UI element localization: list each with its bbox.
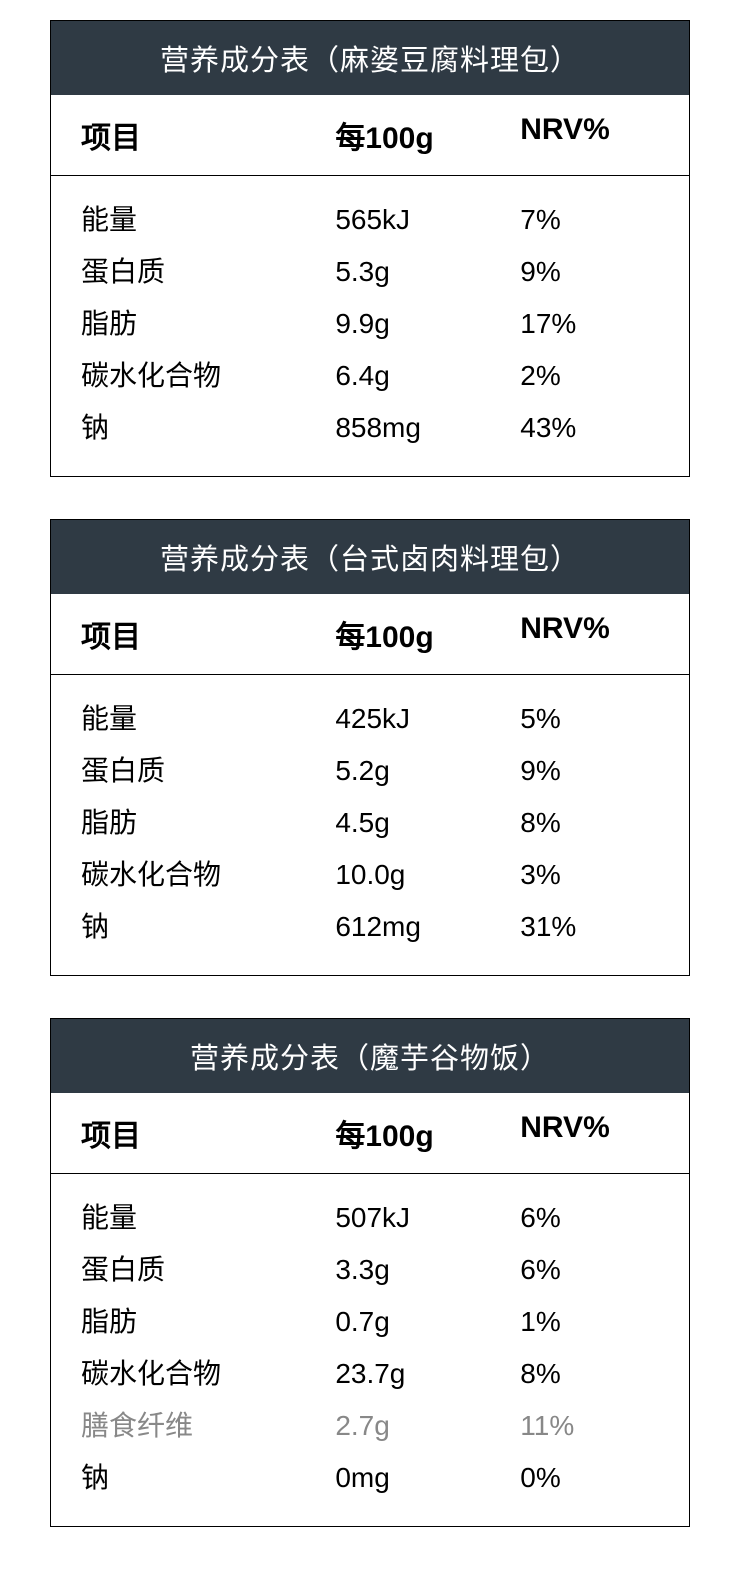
nutrient-label: 脂肪 [81, 1301, 335, 1343]
table-row: 钠0mg0% [81, 1452, 659, 1504]
nutrient-label: 碳水化合物 [81, 854, 335, 896]
nutrient-value: 858mg [335, 407, 520, 449]
table-row: 能量425kJ5% [81, 693, 659, 745]
table-body: 能量565kJ7%蛋白质5.3g9%脂肪9.9g17%碳水化合物6.4g2%钠8… [51, 176, 689, 476]
table-row: 钠858mg43% [81, 402, 659, 454]
table-body: 能量425kJ5%蛋白质5.2g9%脂肪4.5g8%碳水化合物10.0g3%钠6… [51, 675, 689, 975]
table-row: 脂肪4.5g8% [81, 797, 659, 849]
table-header-cell: 每100g [335, 113, 520, 157]
nutrient-label: 脂肪 [81, 303, 335, 345]
nutrient-nrv: 2% [520, 355, 659, 397]
nutrient-nrv: 3% [520, 854, 659, 896]
nutrient-nrv: 6% [520, 1249, 659, 1291]
nutrient-nrv: 1% [520, 1301, 659, 1343]
table-row: 钠612mg31% [81, 901, 659, 953]
table-header-cell: NRV% [520, 113, 659, 157]
nutrition-tables-container: 营养成分表（麻婆豆腐料理包）项目每100gNRV%能量565kJ7%蛋白质5.3… [50, 20, 690, 1527]
nutrient-value: 6.4g [335, 355, 520, 397]
nutrient-nrv: 0% [520, 1457, 659, 1499]
table-header-cell: 项目 [81, 113, 335, 157]
nutrient-value: 507kJ [335, 1197, 520, 1239]
nutrient-nrv: 17% [520, 303, 659, 345]
nutrient-label: 能量 [81, 199, 335, 241]
nutrient-nrv: 31% [520, 906, 659, 948]
table-header-cell: 每100g [335, 1111, 520, 1155]
table-title: 营养成分表（麻婆豆腐料理包） [51, 21, 689, 95]
nutrient-value: 0.7g [335, 1301, 520, 1343]
table-row: 碳水化合物10.0g3% [81, 849, 659, 901]
table-header-cell: NRV% [520, 1111, 659, 1155]
nutrient-nrv: 8% [520, 1353, 659, 1395]
nutrient-label: 蛋白质 [81, 750, 335, 792]
nutrient-value: 5.3g [335, 251, 520, 293]
nutrient-nrv: 43% [520, 407, 659, 449]
nutrient-nrv: 9% [520, 251, 659, 293]
nutrient-nrv: 5% [520, 698, 659, 740]
nutrient-value: 5.2g [335, 750, 520, 792]
nutrient-value: 0mg [335, 1457, 520, 1499]
nutrient-label: 碳水化合物 [81, 355, 335, 397]
table-title: 营养成分表（魔芋谷物饭） [51, 1019, 689, 1093]
table-row: 碳水化合物23.7g8% [81, 1348, 659, 1400]
nutrient-value: 425kJ [335, 698, 520, 740]
nutrient-label: 能量 [81, 698, 335, 740]
nutrition-table: 营养成分表（麻婆豆腐料理包）项目每100gNRV%能量565kJ7%蛋白质5.3… [50, 20, 690, 477]
table-title: 营养成分表（台式卤肉料理包） [51, 520, 689, 594]
nutrient-value: 2.7g [335, 1405, 520, 1447]
table-row: 蛋白质5.3g9% [81, 246, 659, 298]
nutrient-label: 脂肪 [81, 802, 335, 844]
table-row: 脂肪0.7g1% [81, 1296, 659, 1348]
nutrient-label: 能量 [81, 1197, 335, 1239]
table-header-cell: 每100g [335, 612, 520, 656]
nutrient-nrv: 9% [520, 750, 659, 792]
nutrient-label: 钠 [81, 906, 335, 948]
nutrient-nrv: 7% [520, 199, 659, 241]
table-header-cell: 项目 [81, 612, 335, 656]
nutrient-label: 碳水化合物 [81, 1353, 335, 1395]
nutrient-value: 565kJ [335, 199, 520, 241]
table-header-cell: 项目 [81, 1111, 335, 1155]
nutrient-value: 4.5g [335, 802, 520, 844]
table-row: 蛋白质5.2g9% [81, 745, 659, 797]
nutrient-value: 612mg [335, 906, 520, 948]
table-header-row: 项目每100gNRV% [51, 95, 689, 176]
nutrition-table: 营养成分表（台式卤肉料理包）项目每100gNRV%能量425kJ5%蛋白质5.2… [50, 519, 690, 976]
table-header-row: 项目每100gNRV% [51, 594, 689, 675]
table-header-row: 项目每100gNRV% [51, 1093, 689, 1174]
nutrient-label: 钠 [81, 407, 335, 449]
nutrition-table: 营养成分表（魔芋谷物饭）项目每100gNRV%能量507kJ6%蛋白质3.3g6… [50, 1018, 690, 1527]
table-row: 能量565kJ7% [81, 194, 659, 246]
nutrient-nrv: 6% [520, 1197, 659, 1239]
table-row: 膳食纤维2.7g11% [81, 1400, 659, 1452]
nutrient-value: 23.7g [335, 1353, 520, 1395]
table-body: 能量507kJ6%蛋白质3.3g6%脂肪0.7g1%碳水化合物23.7g8%膳食… [51, 1174, 689, 1526]
nutrient-value: 10.0g [335, 854, 520, 896]
nutrient-label: 钠 [81, 1457, 335, 1499]
nutrient-value: 3.3g [335, 1249, 520, 1291]
nutrient-nrv: 8% [520, 802, 659, 844]
nutrient-label: 蛋白质 [81, 1249, 335, 1291]
nutrient-label: 蛋白质 [81, 251, 335, 293]
table-row: 碳水化合物6.4g2% [81, 350, 659, 402]
table-row: 蛋白质3.3g6% [81, 1244, 659, 1296]
table-header-cell: NRV% [520, 612, 659, 656]
nutrient-label: 膳食纤维 [81, 1405, 335, 1447]
table-row: 脂肪9.9g17% [81, 298, 659, 350]
nutrient-nrv: 11% [520, 1405, 659, 1447]
nutrient-value: 9.9g [335, 303, 520, 345]
table-row: 能量507kJ6% [81, 1192, 659, 1244]
